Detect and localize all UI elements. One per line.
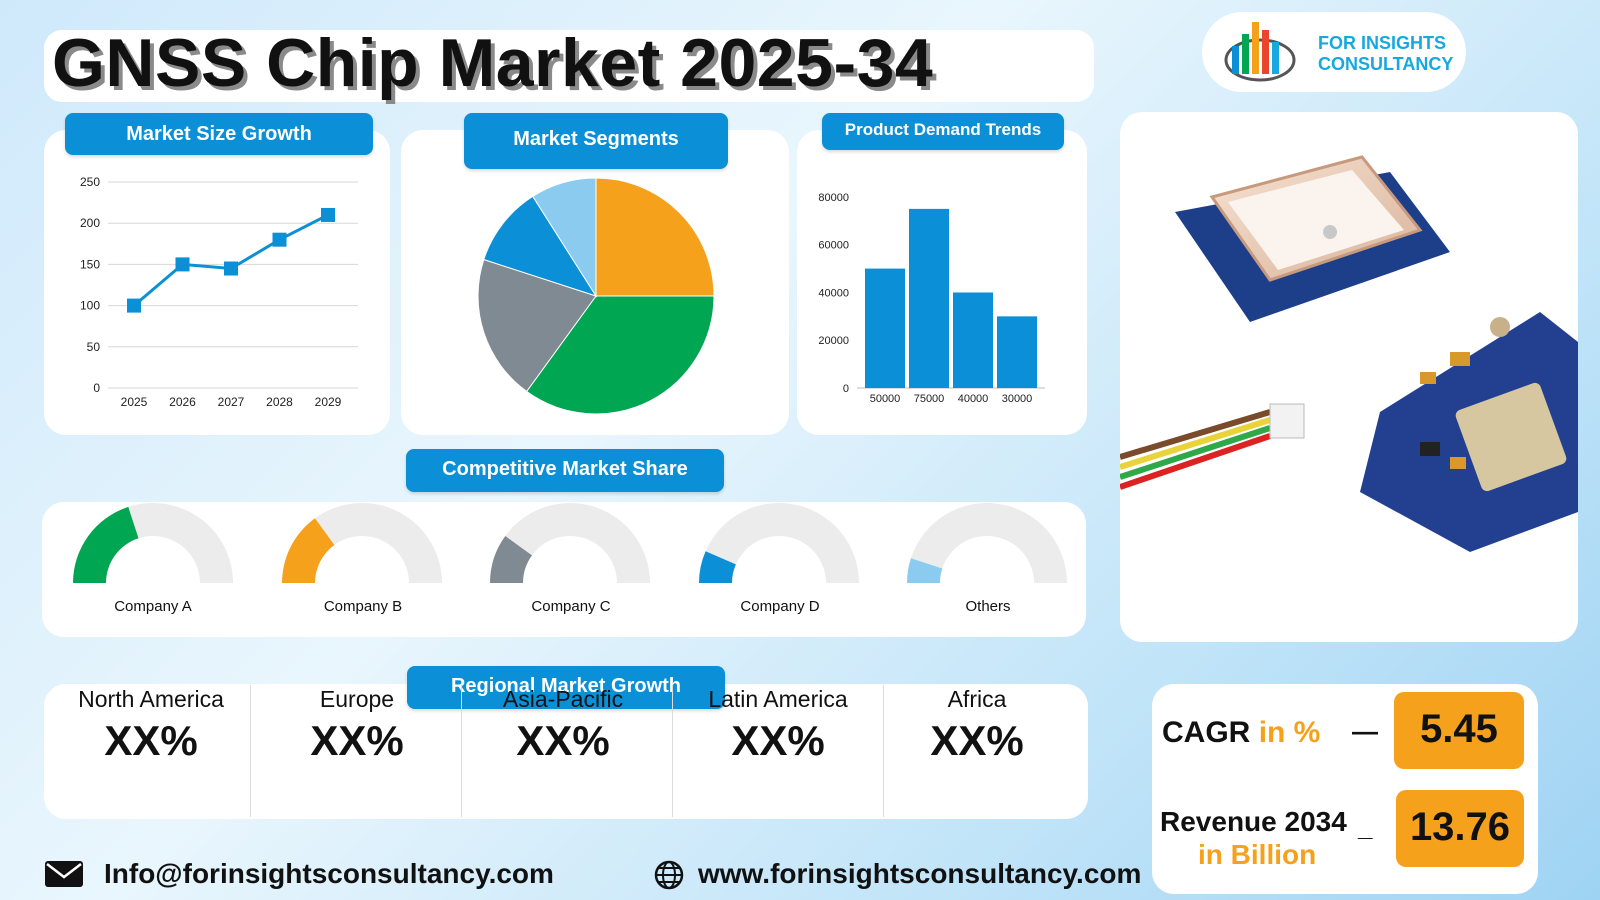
y-tick-label: 60000 (818, 240, 849, 252)
x-tick-label: 2025 (121, 395, 148, 409)
region-name: Europe (319, 686, 395, 712)
y-tick-label: 0 (93, 381, 100, 395)
product-demand-bar-chart: 0 20000 40000 60000 80000 50000 75000 40000 3000… (818, 192, 1045, 405)
region-value: XX% (104, 717, 198, 764)
y-tick-label: 80000 (818, 192, 849, 204)
region-europe: Europe XX% (252, 686, 462, 765)
divider (883, 685, 884, 817)
data-point (224, 261, 238, 276)
gauge-label-company-a: Company A (114, 598, 192, 615)
competitive-title: Competitive Market Share (406, 449, 724, 492)
x-tick-label: 2029 (315, 395, 342, 409)
gauge-label-others: Others (965, 598, 1011, 615)
gauge-track (910, 503, 1067, 583)
gauge-label-company-c: Company C (531, 598, 611, 615)
cagr-unit: in % (1258, 716, 1321, 749)
cagr-label-text: CAGR (1162, 716, 1251, 749)
divider (672, 685, 673, 817)
logo-icon (1224, 22, 1296, 82)
y-tick-label: 0 (843, 383, 849, 395)
gauge-fill (699, 551, 736, 583)
contact-email[interactable]: Info@forinsightsconsultancy.com (104, 858, 554, 889)
gauge-fill (490, 535, 532, 583)
logo-text: FOR INSIGHTS CONSULTANCY (1318, 33, 1453, 75)
x-tick-label: 2027 (218, 395, 245, 409)
divider (250, 685, 251, 817)
region-name: Latin America (708, 686, 848, 712)
gauge-track (505, 503, 650, 583)
gauge-track (128, 503, 233, 583)
x-tick-label: 40000 (958, 393, 989, 405)
y-tick-label: 20000 (818, 335, 849, 347)
data-point (321, 207, 335, 222)
website-link[interactable]: www.forinsightsconsultancy.com (698, 858, 1142, 889)
region-north-america: North America XX% (46, 686, 256, 765)
region-name: Africa (947, 686, 1007, 712)
data-point (127, 298, 141, 313)
gauge-fill (282, 518, 335, 583)
page-title: GNSS Chip Market 2025-34 (52, 25, 934, 101)
cagr-label: CAGR in % (1162, 716, 1320, 750)
revenue-value: 13.76 (1396, 790, 1524, 867)
bar (909, 208, 949, 388)
region-value: XX% (731, 717, 825, 764)
y-tick-label: 100 (80, 299, 100, 313)
pie-slice (532, 177, 597, 298)
cagr-dash: — (1352, 716, 1378, 746)
region-name: Asia-Pacific (502, 686, 624, 712)
market-size-title: Market Size Growth (65, 113, 373, 155)
pie-slice (477, 258, 597, 393)
revenue-label: Revenue 2034 (1160, 806, 1347, 837)
region-value: XX% (516, 717, 610, 764)
pie-slice (525, 295, 715, 415)
series-line (133, 213, 329, 307)
x-tick-label: 30000 (1002, 393, 1033, 405)
bar (953, 292, 993, 388)
gauge-track (705, 503, 859, 583)
cagr-value: 5.45 (1394, 692, 1524, 769)
market-size-line-chart: 0 50 100 150 200 250 2025 2026 2027 2028 2029 (80, 175, 358, 409)
segments-title: Market Segments (464, 113, 728, 169)
divider (461, 685, 462, 817)
x-tick-label: 50000 (870, 393, 901, 405)
title-card (44, 30, 1094, 102)
logo-line1: FOR INSIGHTS (1318, 33, 1447, 53)
region-value: XX% (310, 717, 404, 764)
x-tick-label: 2026 (169, 395, 196, 409)
globe-icon (654, 860, 684, 890)
region-asia-pacific: Asia-Pacific XX% (458, 686, 668, 765)
market-segments-pie-chart (477, 177, 715, 415)
pie-slice (483, 195, 598, 297)
bar (865, 268, 905, 388)
competitive-gauges (73, 503, 1067, 583)
revenue-dash: _ (1358, 812, 1373, 842)
pie-slice (595, 177, 715, 297)
revenue-unit: in Billion (1198, 839, 1317, 870)
data-point (175, 257, 190, 272)
region-name: North America (78, 686, 224, 712)
gnss-module-image (1120, 155, 1578, 552)
gauge-fill (907, 558, 943, 583)
y-tick-label: 150 (80, 257, 100, 271)
x-tick-label: 2028 (266, 395, 293, 409)
gauge-label-company-b: Company B (323, 598, 403, 615)
logo-line2: CONSULTANCY (1318, 54, 1454, 74)
market-size-card (44, 130, 390, 435)
y-tick-label: 200 (80, 216, 100, 230)
y-tick-label: 40000 (818, 287, 849, 299)
mail-icon (45, 861, 83, 887)
y-tick-label: 250 (80, 175, 100, 189)
region-africa: Africa XX% (872, 686, 1082, 765)
bar (997, 316, 1037, 388)
gauge-track (314, 503, 442, 583)
region-value: XX% (930, 717, 1024, 764)
x-tick-label: 75000 (914, 393, 945, 405)
y-tick-label: 50 (87, 340, 101, 354)
demand-title: Product Demand Trends (822, 113, 1064, 150)
region-latin-america: Latin America XX% (673, 686, 883, 765)
gauge-fill (73, 506, 139, 583)
gauge-label-company-d: Company D (740, 598, 820, 615)
data-point (272, 232, 287, 247)
